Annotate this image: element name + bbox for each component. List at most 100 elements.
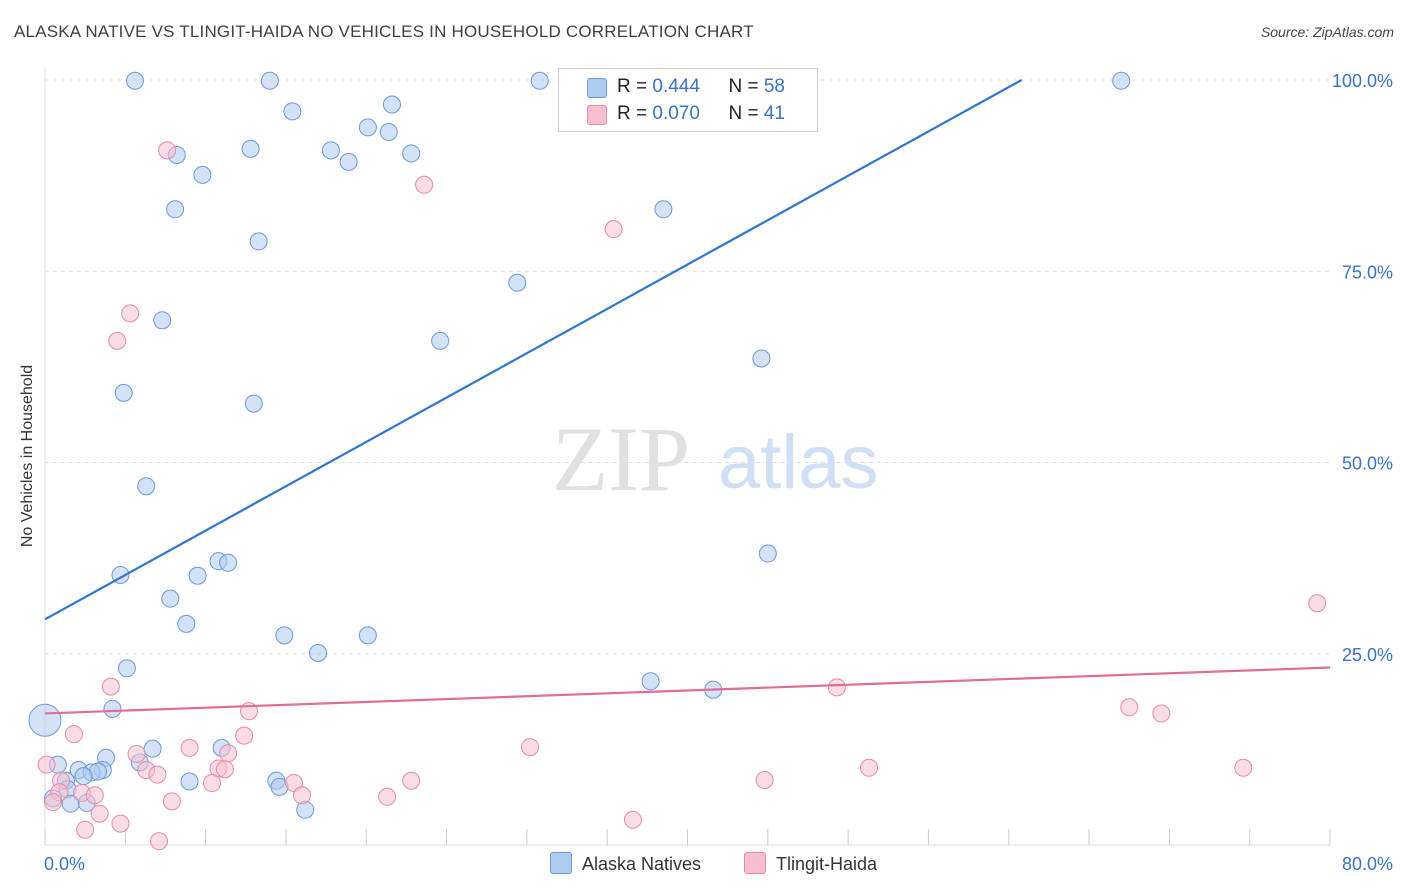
y-tick-label: 75.0% (1342, 262, 1393, 282)
legend-row-blue: R = 0.444 N = 58 (617, 76, 785, 98)
series-legend-blue: Alaska Natives (550, 852, 701, 875)
alaska-natives-point (382, 95, 401, 114)
tlingit-haida-point (127, 744, 146, 763)
tlingit-haida-point (1308, 594, 1327, 613)
series-swatch-blue (550, 852, 572, 874)
tlingit-haida-point (755, 770, 774, 789)
alaska-natives-point (260, 71, 279, 90)
tlingit-haida-point (219, 744, 238, 763)
x-tick-label: 0.0% (44, 854, 85, 874)
tlingit-haida-point (415, 175, 434, 194)
alaska-natives-point (249, 232, 268, 251)
alaska-natives-point (241, 139, 260, 158)
tlingit-haida-point (121, 304, 140, 323)
tlingit-haida-trendline (44, 666, 1331, 715)
tlingit-haida-point (521, 738, 540, 757)
correlation-legend: R = 0.444 N = 58 R = 0.070 N = 41 (558, 68, 818, 132)
tlingit-haida-point (85, 786, 104, 805)
alaska-natives-point (166, 200, 185, 219)
y-tick-label: 25.0% (1342, 645, 1393, 665)
watermark: ZIP atlas (552, 408, 879, 510)
alaska-natives-point (283, 102, 302, 121)
alaska-natives-trendline (44, 79, 1023, 621)
alaska-natives-point (137, 477, 156, 496)
legend-n-value-pink: 41 (763, 103, 785, 124)
tlingit-haida-point (180, 738, 199, 757)
tlingit-haida-point (76, 820, 95, 839)
tlingit-haida-point (623, 810, 642, 829)
legend-r-label-pink: R = (617, 103, 653, 124)
tlingit-haida-point (150, 832, 169, 851)
tick-labels: 25.0% 50.0% 75.0% 100.0% 0.0% 80.0% (44, 71, 1393, 874)
alaska-natives-point (309, 643, 328, 662)
legend-n-label-pink: N = (728, 103, 764, 124)
alaska-natives-point (180, 772, 199, 791)
alaska-natives-point (358, 626, 377, 645)
alaska-natives-point (177, 614, 196, 633)
tlingit-haida-point (215, 760, 234, 779)
tlingit-haida-point (90, 804, 109, 823)
tlingit-haida-point (1152, 704, 1171, 723)
alaska-natives-point (161, 589, 180, 608)
alaska-natives-point (188, 566, 207, 585)
legend-n-label-blue: N = (728, 76, 764, 97)
alaska-natives-point (275, 626, 294, 645)
alaska-natives-point (339, 152, 358, 171)
alaska-natives-point (143, 739, 162, 758)
alaska-natives-point (358, 118, 377, 137)
chart-title: ALASKA NATIVE VS TLINGIT-HAIDA NO VEHICL… (14, 22, 754, 41)
tlingit-haida-point (235, 726, 254, 745)
legend-r-value-pink: 0.070 (652, 103, 700, 124)
alaska-natives-point (641, 672, 660, 691)
source-credit: Source: ZipAtlas.com (1260, 24, 1394, 40)
alaska-natives-point (117, 659, 136, 678)
tlingit-haida-point (293, 786, 311, 805)
tlingit-haida-point (1234, 758, 1253, 777)
legend-n-value-blue: 58 (763, 76, 785, 97)
alaska-natives-point (530, 71, 549, 90)
alaska-natives-point (402, 144, 421, 163)
legend-r-value-blue: 0.444 (652, 76, 700, 97)
x-tick-label: 80.0% (1342, 854, 1393, 874)
tlingit-haida-point (64, 725, 83, 744)
alaska-natives-point (103, 699, 122, 718)
y-tick-label: 50.0% (1342, 454, 1393, 474)
series-legend-pink: Tlingit-Haida (744, 852, 877, 875)
tlingit-haida-point (1120, 698, 1139, 717)
legend-r-label-blue: R = (617, 76, 653, 97)
y-tick-label: 100.0% (1332, 71, 1393, 91)
series-label-blue: Alaska Natives (582, 854, 702, 874)
alaska-natives-point (508, 273, 527, 292)
alaska-natives-point (1112, 71, 1131, 90)
alaska-natives-point (244, 394, 263, 413)
legend-swatch-pink (587, 105, 607, 125)
alaska-natives-point (125, 71, 144, 90)
alaska-natives-point (114, 383, 133, 402)
tlingit-haida-point (604, 220, 623, 239)
tlingit-haida-point (108, 331, 127, 350)
tlingit-haida-point (148, 765, 167, 784)
watermark-atlas: atlas (718, 420, 879, 505)
alaska-natives-point (296, 800, 315, 819)
tlingit-haida-point (402, 771, 421, 790)
legend-row-pink: R = 0.070 N = 41 (617, 103, 785, 125)
alaska-natives-point (431, 331, 450, 350)
alaska-natives-point (219, 553, 238, 572)
tlingit-haida-point (378, 787, 397, 806)
tlingit-haida-point (860, 758, 879, 777)
tlingit-haida-point (162, 792, 181, 811)
legend-swatch-blue (587, 78, 607, 98)
watermark-zip: ZIP (552, 408, 690, 510)
tlingit-haida-point (101, 677, 120, 696)
tlingit-haida-point (44, 793, 63, 812)
alaska-natives-point (654, 200, 673, 219)
tlingit-haida-point (827, 678, 846, 697)
alaska-natives-point (153, 311, 172, 330)
data-points (28, 71, 1327, 851)
tlingit-haida-point (158, 141, 177, 160)
tlingit-haida-point (37, 755, 56, 774)
alaska-natives-point (321, 141, 340, 160)
alaska-natives-point (28, 703, 62, 737)
tlingit-haida-point (203, 774, 222, 793)
